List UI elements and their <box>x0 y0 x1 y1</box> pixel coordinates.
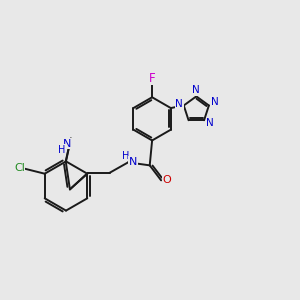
Text: N: N <box>129 157 137 167</box>
Text: O: O <box>162 176 171 185</box>
Text: N: N <box>206 118 214 128</box>
Text: H: H <box>58 145 66 155</box>
Text: H: H <box>122 151 129 161</box>
Text: F: F <box>149 72 155 85</box>
Text: N: N <box>192 85 200 95</box>
Text: N: N <box>211 98 219 107</box>
Text: N: N <box>176 99 183 109</box>
Text: Cl: Cl <box>14 163 25 173</box>
Text: N: N <box>63 139 71 149</box>
